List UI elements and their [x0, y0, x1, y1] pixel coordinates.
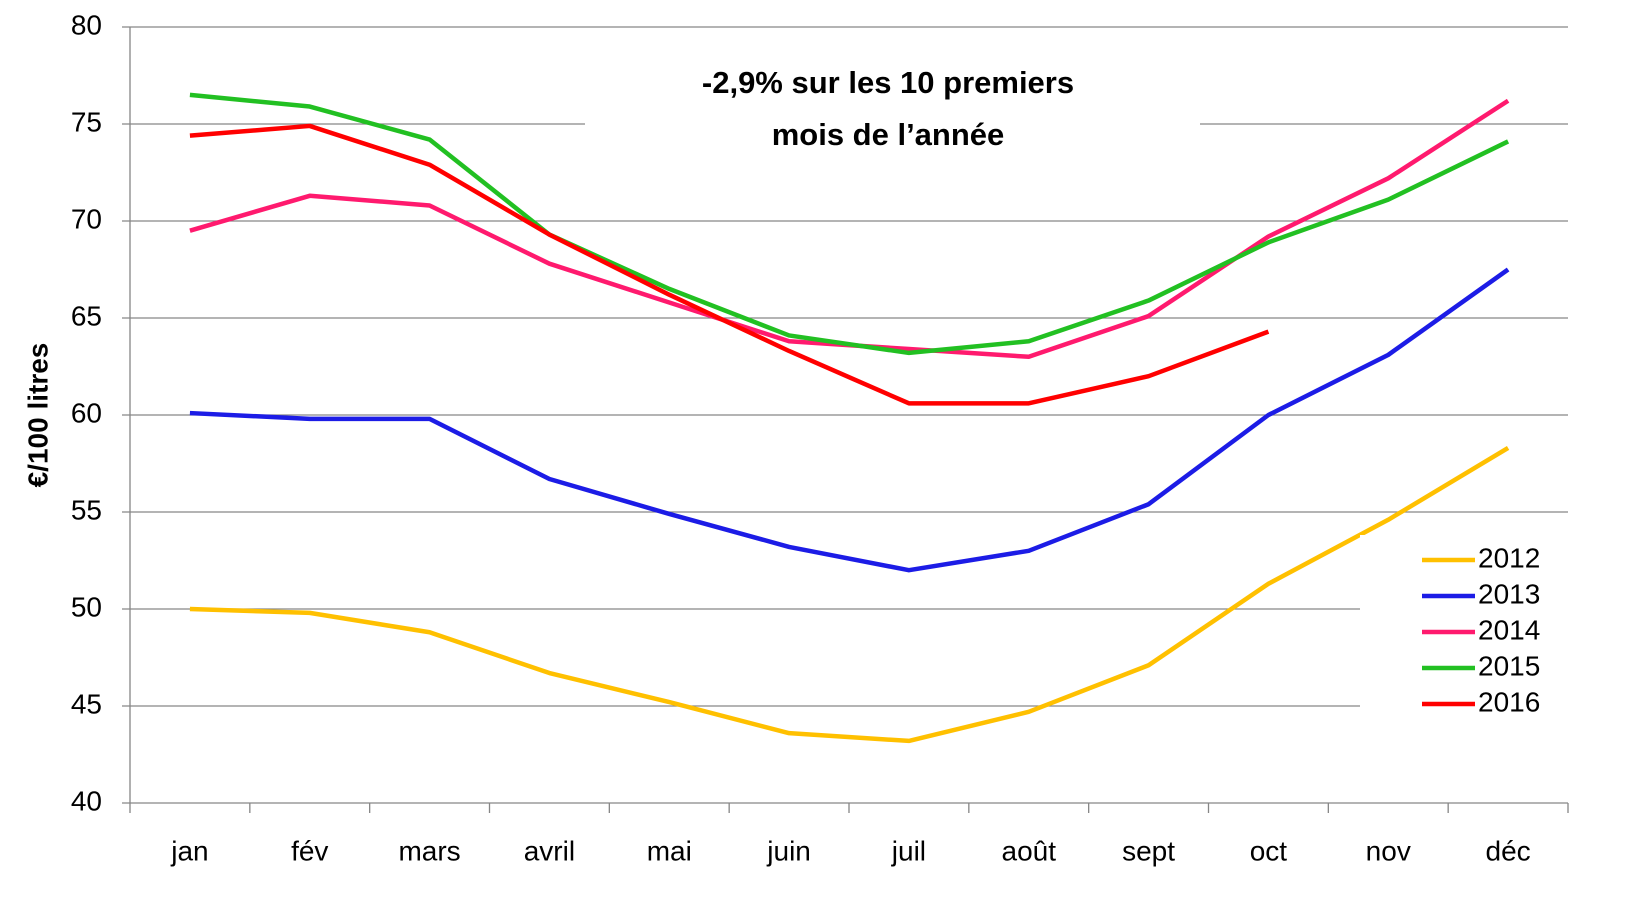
- legend-label: 2014: [1478, 614, 1540, 645]
- y-tick-label: 40: [71, 785, 102, 816]
- x-tick-label: oct: [1250, 835, 1288, 866]
- legend-label: 2013: [1478, 578, 1540, 609]
- x-tick-label: juin: [766, 835, 811, 866]
- y-tick-label: 55: [71, 494, 102, 525]
- annotation: -2,9% sur les 10 premiers: [702, 65, 1074, 100]
- x-tick-label: fév: [291, 835, 328, 866]
- y-tick-label: 60: [71, 397, 102, 428]
- x-tick-label: mars: [398, 835, 460, 866]
- x-tick-label: juil: [891, 835, 926, 866]
- y-tick-label: 80: [71, 9, 102, 40]
- y-tick-label: 70: [71, 203, 102, 234]
- x-tick-label: août: [1002, 835, 1057, 866]
- legend-label: 2016: [1478, 686, 1540, 717]
- x-tick-label: avril: [524, 835, 575, 866]
- y-axis-label: €/100 litres: [22, 343, 53, 488]
- x-tick-label: nov: [1366, 835, 1411, 866]
- annotation-box: [585, 62, 1200, 177]
- x-tick-label: déc: [1486, 835, 1531, 866]
- x-tick-label: jan: [170, 835, 208, 866]
- annotation: mois de l’année: [772, 117, 1005, 152]
- series-line: [189, 267, 1510, 573]
- y-tick-label: 50: [71, 591, 102, 622]
- series-line: [189, 446, 1510, 744]
- y-tick-label: 75: [71, 106, 102, 137]
- legend-label: 2015: [1478, 650, 1540, 681]
- x-tick-label: sept: [1122, 835, 1175, 866]
- series-line: [189, 123, 1270, 406]
- y-tick-label: 45: [71, 688, 102, 719]
- legend-label: 2012: [1478, 542, 1540, 573]
- y-tick-label: 65: [71, 300, 102, 331]
- series-line: [189, 92, 1510, 356]
- x-tick-label: mai: [647, 835, 692, 866]
